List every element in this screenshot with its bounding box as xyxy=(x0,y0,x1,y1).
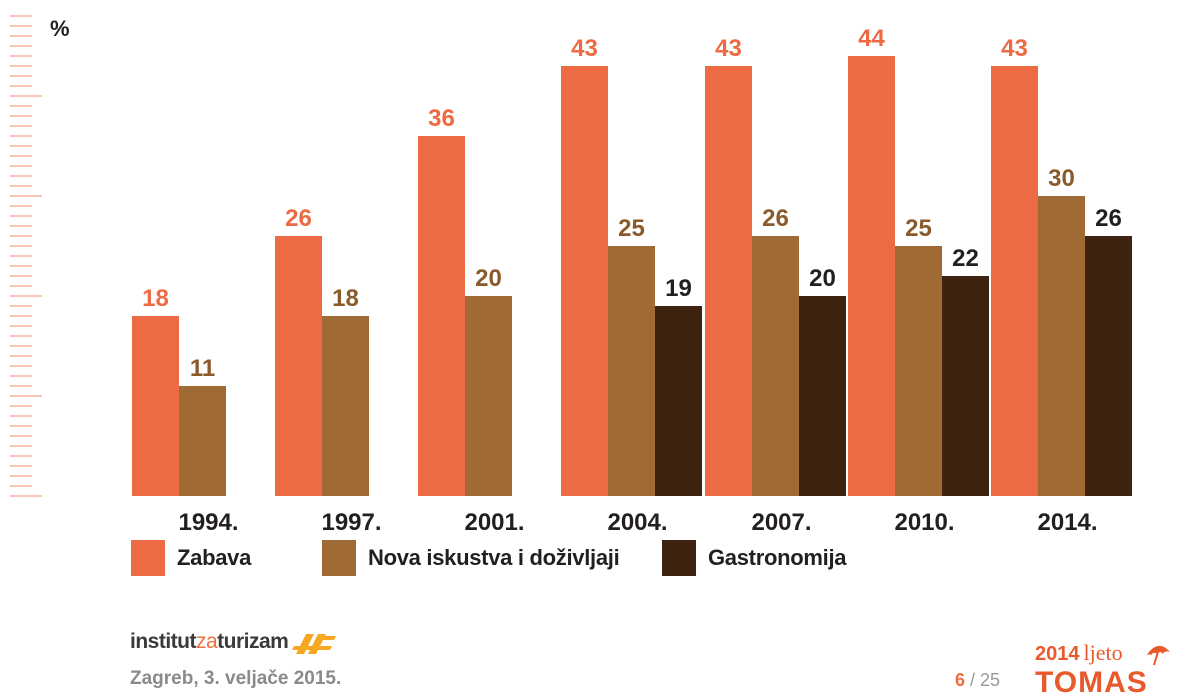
bar-3 xyxy=(655,306,702,496)
bar-2 xyxy=(608,246,655,496)
bar-2 xyxy=(895,246,942,496)
data-label: 44 xyxy=(858,25,885,52)
bar-1 xyxy=(132,316,179,496)
x-tick-label: 1994. xyxy=(178,509,238,536)
data-label: 36 xyxy=(428,105,455,132)
legend-label-gastronomija: Gastronomija xyxy=(708,545,847,570)
data-label: 30 xyxy=(1048,165,1075,192)
data-label: 25 xyxy=(905,215,932,242)
brand-year: 2014 xyxy=(1035,643,1080,665)
brand-name: TOMAS xyxy=(1035,666,1148,699)
legend-item-nova-iskustva: Nova iskustva i doživljaji xyxy=(322,540,620,576)
logo-turizam: turizam xyxy=(217,630,289,653)
legend: Zabava Nova iskustva i doživljaji Gastro… xyxy=(0,540,1178,580)
umbrella-icon xyxy=(1146,645,1170,666)
brand-season: ljeto xyxy=(1083,640,1123,665)
x-tick-label: 2014. xyxy=(1037,509,1097,536)
bar-2 xyxy=(1038,196,1085,496)
data-label: 11 xyxy=(190,355,215,382)
x-tick-label: 1997. xyxy=(321,509,381,536)
legend-item-gastronomija: Gastronomija xyxy=(662,540,847,576)
tomas-brand: 2014 ljeto TOMAS xyxy=(1035,640,1170,699)
bar-1 xyxy=(848,56,895,496)
page-total: 25 xyxy=(980,670,1001,690)
data-label: 20 xyxy=(475,265,502,292)
bar-3 xyxy=(1085,236,1132,496)
legend-item-zabava: Zabava xyxy=(131,540,251,576)
x-tick-label: 2004. xyxy=(607,509,667,536)
bar-2 xyxy=(179,386,226,496)
data-label: 22 xyxy=(952,245,979,272)
institut-logo: institutzaturizam xyxy=(130,628,338,656)
data-label: 25 xyxy=(618,215,645,242)
logo-institut: institut xyxy=(130,630,196,653)
page-separator: / xyxy=(965,670,981,690)
bar-1 xyxy=(275,236,322,496)
data-label: 26 xyxy=(285,205,312,232)
data-label: 18 xyxy=(332,285,359,312)
x-tick-label: 2007. xyxy=(751,509,811,536)
bar-2 xyxy=(752,236,799,496)
data-label: 26 xyxy=(1095,205,1122,232)
bar-2 xyxy=(322,316,369,496)
data-label: 20 xyxy=(809,265,836,292)
bar-3 xyxy=(799,296,846,496)
bar-2 xyxy=(465,296,512,496)
data-label: 43 xyxy=(1001,35,1028,62)
data-label: 19 xyxy=(665,275,692,302)
y-axis-label: % xyxy=(50,16,70,41)
footer-date: Zagreb, 3. veljače 2015. xyxy=(130,668,342,689)
institut-logo-text: institutzaturizam xyxy=(130,630,289,654)
page-indicator: 6 / 25 xyxy=(955,670,1000,691)
logo-za: za xyxy=(195,630,218,653)
legend-label-zabava: Zabava xyxy=(177,545,252,570)
data-label: 43 xyxy=(571,35,598,62)
bar-chart: % 18 26 36 43 43 44 43 11 18 20 25 26 25 30 19 20 22 26 199… xyxy=(10,15,1132,536)
legend-swatch-gastronomija xyxy=(662,540,696,576)
data-label: 18 xyxy=(142,285,169,312)
bar-1 xyxy=(705,66,752,496)
legend-swatch-zabava xyxy=(131,540,165,576)
bar-1 xyxy=(561,66,608,496)
bar-3 xyxy=(942,276,989,496)
x-tick-label: 2001. xyxy=(464,509,524,536)
bar-1 xyxy=(418,136,465,496)
legend-label-nova-iskustva: Nova iskustva i doživljaji xyxy=(368,545,620,570)
data-label: 43 xyxy=(715,35,742,62)
legend-swatch-nova-iskustva xyxy=(322,540,356,576)
bar-1 xyxy=(991,66,1038,496)
page-current: 6 xyxy=(955,670,966,690)
x-tick-label: 2010. xyxy=(894,509,954,536)
data-label: 26 xyxy=(762,205,789,232)
institut-logo-icon xyxy=(292,634,337,654)
